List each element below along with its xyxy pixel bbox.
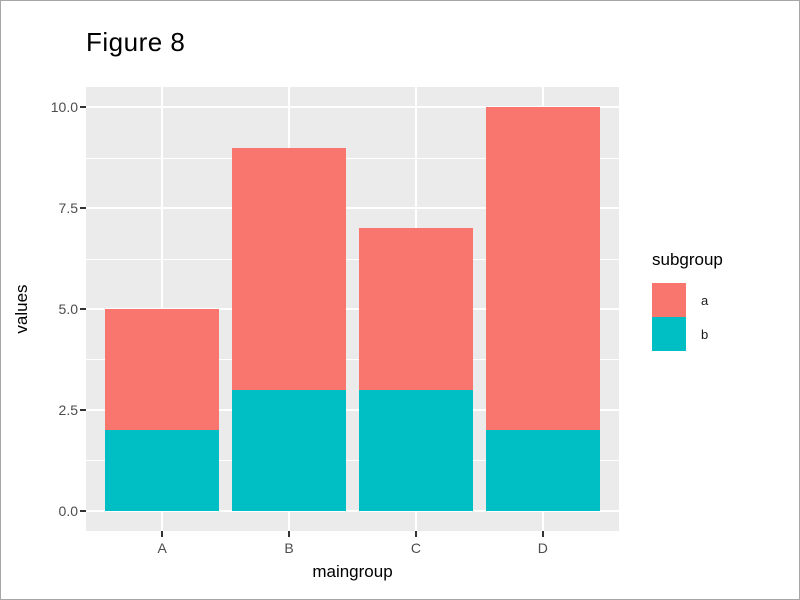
bar-segment-B-b [231,389,347,511]
y-tick-mark [80,509,86,512]
y-tick-label: 5.0 [58,301,78,317]
legend-swatch-b-icon [652,317,686,351]
legend-label-a: a [701,292,709,308]
legend-label-b: b [701,326,709,342]
y-tick-label: 10.0 [50,99,78,116]
gridline-minor [86,258,619,260]
gridline-major [86,408,619,411]
y-tick-label: 2.5 [58,401,78,418]
x-tick-mark [414,531,417,537]
gridline-major [86,106,619,109]
chart-title: Figure 8 [86,27,186,57]
legend-entry-b: b [650,317,723,351]
gridline-minor [86,359,619,361]
bar-segment-C-b [358,389,474,511]
gridline-major [86,509,619,512]
legend-title: subgroup [652,250,723,269]
y-tick-label: 0.0 [58,502,78,519]
y-tick-mark [80,106,86,109]
gridline-major [86,207,619,210]
x-tick-mark [161,531,164,537]
y-tick-mark [80,308,86,310]
y-tick-mark [80,207,86,210]
bar-segment-A-a [105,309,220,431]
x-tick-label: B [284,540,294,556]
x-tick-mark [541,531,544,537]
x-axis-title: maingroup [312,562,393,581]
gridline-minor [86,157,619,159]
bar-segment-C-a [358,228,474,390]
y-tick-label: 7.5 [58,200,78,217]
x-tick-mark [288,531,291,537]
bar-segment-B-a [231,147,347,390]
plot-panel [86,87,619,531]
bar-segment-A-b [105,430,220,511]
gridline-major [86,308,619,310]
legend: subgroup a b [650,250,723,351]
bar-segment-D-a [485,107,600,431]
legend-swatch-a-icon [652,283,686,317]
gridline-minor [86,460,619,462]
x-tick-label: C [410,540,421,556]
bar-segment-D-b [485,430,600,511]
legend-entry-a: a [650,283,723,317]
y-axis-title: values [12,284,31,334]
x-tick-label: D [537,540,548,556]
y-tick-mark [80,408,86,411]
x-tick-label: A [157,540,167,556]
